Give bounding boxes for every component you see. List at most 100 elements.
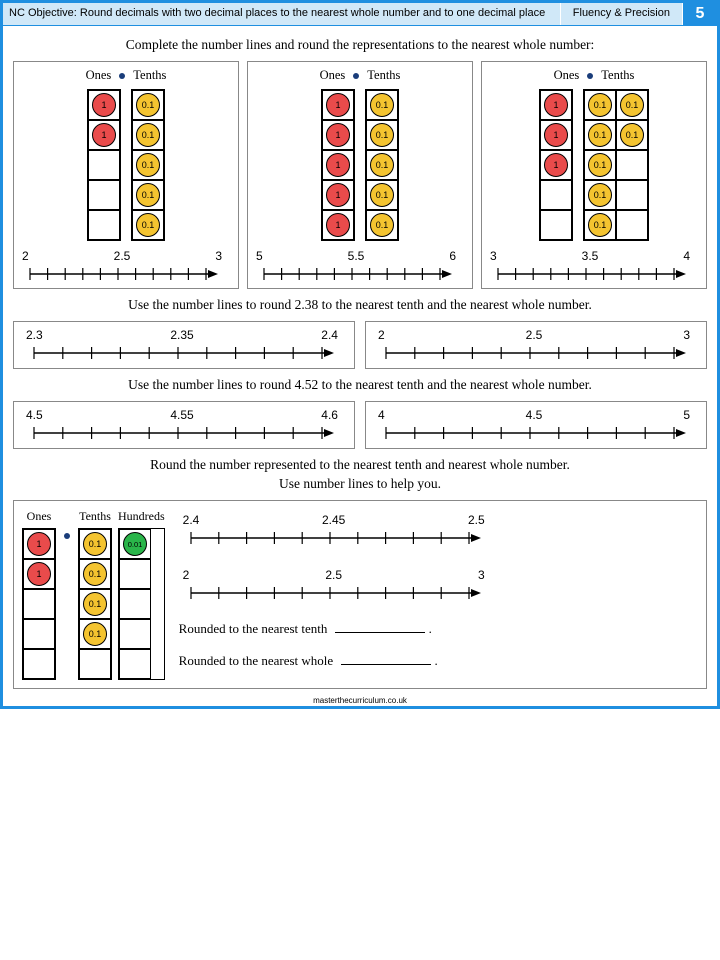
decimal-dot-icon bbox=[353, 73, 359, 79]
place-value-chip: 0.1 bbox=[620, 123, 644, 147]
place-value-chip: 1 bbox=[92, 93, 116, 117]
instruction-1: Complete the number lines and round the … bbox=[13, 37, 707, 53]
place-value-chip: 0.1 bbox=[83, 562, 107, 586]
instruction-3: Use the number lines to round 4.52 to th… bbox=[13, 377, 707, 393]
grid-cell: 0.1 bbox=[584, 180, 616, 210]
numberline-panel: 44.55 bbox=[365, 401, 707, 449]
place-value-chip: 0.1 bbox=[588, 183, 612, 207]
category-text: Fluency & Precision bbox=[561, 3, 683, 25]
grid-cell: 0.1 bbox=[132, 180, 164, 210]
grid-cell: 0.1 bbox=[584, 120, 616, 150]
place-value-chip: 1 bbox=[326, 93, 350, 117]
numberline: 22.53 bbox=[179, 568, 698, 605]
place-value-chip: 1 bbox=[27, 532, 51, 556]
grid-cell: 0.1 bbox=[584, 90, 616, 120]
place-value-chip: 1 bbox=[92, 123, 116, 147]
grid-cell bbox=[88, 210, 120, 240]
place-value-grid: 11 bbox=[87, 89, 121, 241]
place-value-grid: 0.1 0.1 0.1 0.1 bbox=[78, 528, 112, 680]
objective-text: NC Objective: Round decimals with two de… bbox=[3, 3, 561, 25]
place-value-chip: 0.1 bbox=[370, 123, 394, 147]
grid-cell bbox=[119, 649, 151, 679]
place-value-grid: 0.1 0.1 0.1 0.1 0.1 bbox=[131, 89, 165, 241]
grid-cell: 0.1 bbox=[366, 90, 398, 120]
place-value-chip: 0.1 bbox=[136, 123, 160, 147]
grid-cell: 1 bbox=[322, 90, 354, 120]
place-value-chip: 0.1 bbox=[588, 123, 612, 147]
numberline-panel: 2.32.352.4 bbox=[13, 321, 355, 369]
place-value-grid: 0.10.10.10.10.1 bbox=[365, 89, 399, 241]
grid-cell: 1 bbox=[540, 150, 572, 180]
mid-row-2: 4.54.554.6 44.55 bbox=[13, 401, 707, 449]
answer-blank[interactable] bbox=[341, 664, 431, 665]
answer-line-whole: Rounded to the nearest whole . bbox=[179, 653, 698, 669]
grid-cell: 1 bbox=[88, 120, 120, 150]
place-value-chip: 1 bbox=[326, 153, 350, 177]
place-value-grid: 0.01 bbox=[118, 528, 165, 680]
grid-cell: 0.1 bbox=[132, 150, 164, 180]
place-value-panel: OnesTenths111110.10.10.10.10.155.56 bbox=[247, 61, 473, 289]
top-panels-row: OnesTenths110.10.10.10.10.122.53OnesTent… bbox=[13, 61, 707, 289]
grid-cell bbox=[616, 180, 648, 210]
place-value-chip: 0.1 bbox=[83, 592, 107, 616]
grid-cell: 1 bbox=[322, 120, 354, 150]
page-header: NC Objective: Round decimals with two de… bbox=[3, 3, 717, 26]
place-value-chip: 0.1 bbox=[620, 93, 644, 117]
decimal-dot-icon bbox=[119, 73, 125, 79]
grid-cell: 0.1 bbox=[79, 589, 111, 619]
place-value-chip: 1 bbox=[326, 123, 350, 147]
place-value-chip: 0.1 bbox=[370, 93, 394, 117]
grid-cell: 1 bbox=[23, 559, 55, 589]
place-value-chip: 0.1 bbox=[83, 532, 107, 556]
place-value-chip: 0.1 bbox=[136, 213, 160, 237]
grid-cell: 1 bbox=[322, 150, 354, 180]
grid-cell bbox=[88, 180, 120, 210]
place-value-chip: 0.1 bbox=[370, 153, 394, 177]
grid-cell: 0.1 bbox=[584, 150, 616, 180]
grid-cell: 0.1 bbox=[366, 180, 398, 210]
grid-cell: 1 bbox=[23, 529, 55, 559]
place-value-panel: OnesTenths110.10.10.10.10.122.53 bbox=[13, 61, 239, 289]
answer-line-tenth: Rounded to the nearest tenth . bbox=[179, 621, 698, 637]
place-value-panel: OnesTenths1110.10.10.10.10.10.10.133.54 bbox=[481, 61, 707, 289]
grid-cell: 0.01 bbox=[119, 529, 151, 559]
grid-cell: 0.1 bbox=[616, 90, 648, 120]
grid-cell: 1 bbox=[88, 90, 120, 120]
place-value-chip: 1 bbox=[27, 562, 51, 586]
place-value-chip: 0.1 bbox=[370, 183, 394, 207]
place-value-chip: 0.1 bbox=[588, 93, 612, 117]
bottom-panel: Ones11Tenths0.10.10.10.1Hundreds0.01 2.4… bbox=[13, 500, 707, 689]
grid-cell: 0.1 bbox=[584, 210, 616, 240]
place-value-chip: 0.1 bbox=[136, 183, 160, 207]
grid-cell bbox=[23, 619, 55, 649]
decimal-dot-icon bbox=[64, 533, 70, 539]
footer-text: masterthecurriculum.co.uk bbox=[3, 695, 717, 706]
answer-blank[interactable] bbox=[335, 632, 425, 633]
mid-row-1: 2.32.352.4 22.53 bbox=[13, 321, 707, 369]
grid-cell: 1 bbox=[540, 90, 572, 120]
place-value-chip: 1 bbox=[544, 123, 568, 147]
grid-cell bbox=[616, 210, 648, 240]
grid-cell bbox=[88, 150, 120, 180]
grid-cell bbox=[616, 150, 648, 180]
numberline-panel: 22.53 bbox=[365, 321, 707, 369]
grid-cell bbox=[540, 210, 572, 240]
place-value-chip: 0.01 bbox=[123, 532, 147, 556]
place-value-chip: 0.1 bbox=[136, 93, 160, 117]
instruction-4b: Use number lines to help you. bbox=[13, 476, 707, 492]
worksheet-page: NC Objective: Round decimals with two de… bbox=[0, 0, 720, 709]
grid-cell: 1 bbox=[322, 180, 354, 210]
grid-cell: 0.1 bbox=[79, 559, 111, 589]
grid-cell: 0.1 bbox=[366, 120, 398, 150]
numberline-panel: 4.54.554.6 bbox=[13, 401, 355, 449]
grid-cell bbox=[119, 559, 151, 589]
place-value-chip: 0.1 bbox=[588, 213, 612, 237]
place-value-chip: 1 bbox=[326, 213, 350, 237]
place-value-chip: 1 bbox=[326, 183, 350, 207]
grid-cell: 0.1 bbox=[79, 619, 111, 649]
grid-cell: 0.1 bbox=[132, 210, 164, 240]
place-value-chip: 1 bbox=[544, 93, 568, 117]
place-value-grids: Ones11Tenths0.10.10.10.1Hundreds0.01 bbox=[22, 509, 165, 680]
instruction-4a: Round the number represented to the near… bbox=[13, 457, 707, 473]
grid-cell: 0.1 bbox=[79, 529, 111, 559]
